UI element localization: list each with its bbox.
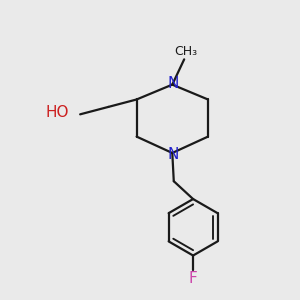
Text: HO: HO bbox=[45, 105, 69, 120]
Text: N: N bbox=[167, 76, 178, 91]
Text: F: F bbox=[189, 271, 197, 286]
Text: CH₃: CH₃ bbox=[174, 44, 197, 58]
Text: N: N bbox=[167, 147, 178, 162]
